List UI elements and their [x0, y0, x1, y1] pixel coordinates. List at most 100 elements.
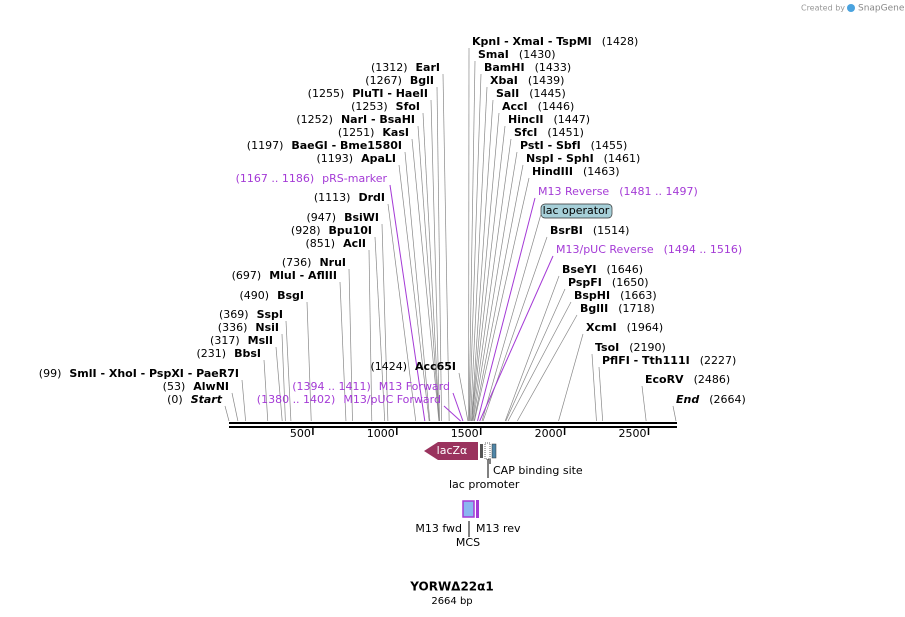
site-label: BamHI (1433): [484, 61, 571, 74]
leader: [241, 379, 246, 422]
site-position: (1252): [296, 113, 333, 126]
leader: [598, 366, 604, 422]
leader: [281, 333, 286, 422]
site-position: (1113): [314, 191, 351, 204]
site-position: (2664): [709, 393, 746, 406]
site-position: (1455): [591, 139, 628, 152]
site-name: M13 Reverse: [538, 185, 609, 198]
site-position: (1663): [620, 289, 657, 302]
site-position: (2190): [629, 341, 666, 354]
site-position: (1394 .. 1411): [292, 380, 371, 393]
site-name: BglI: [410, 74, 434, 87]
site-name: TsoI: [595, 341, 619, 354]
site-name: PluTI - HaeII: [352, 87, 428, 100]
site-position: (317): [210, 334, 240, 347]
site-label: (851) AclI: [306, 237, 367, 250]
site-name: KasI: [382, 126, 409, 139]
site-name: MluI - AflIII: [269, 269, 337, 282]
site-position: (851): [306, 237, 336, 250]
site-label: (736) NruI: [282, 256, 346, 269]
site-name: BbsI: [234, 347, 261, 360]
leader: [474, 177, 530, 422]
m13rev-box: [476, 500, 479, 518]
site-position: (2486): [694, 373, 731, 386]
site-label: BglII (1718): [580, 302, 655, 315]
tick-label: 2000: [535, 427, 563, 440]
tick-label: 1500: [451, 427, 479, 440]
site-label: SalI (1445): [496, 87, 566, 100]
site-label: PstI - SbfI (1455): [520, 139, 627, 152]
site-label: XcmI (1964): [586, 321, 663, 334]
site-label: (947) BsiWI: [306, 211, 379, 224]
site-name: PspFI: [568, 276, 602, 289]
site-position: (2227): [700, 354, 737, 367]
site-name: XbaI: [490, 74, 518, 87]
tick-label: 2500: [618, 427, 646, 440]
site-name: AclI: [343, 237, 366, 250]
site-label: (0) Start: [167, 393, 223, 406]
site-position: (1463): [583, 165, 620, 178]
site-position: (1253): [351, 100, 388, 113]
leader: [672, 405, 677, 422]
site-label: SmaI (1430): [478, 48, 555, 61]
leader: [507, 301, 572, 422]
site-label: (1267) BglI: [365, 74, 434, 87]
leader: [442, 73, 450, 422]
tick-label: 1000: [367, 427, 395, 440]
site-name: AlwNI: [193, 380, 229, 393]
leader: [591, 353, 597, 422]
site-name: SfcI: [514, 126, 537, 139]
site-name: NsiI: [255, 321, 279, 334]
leader: [505, 288, 566, 422]
site-label: EcoRV (2486): [645, 373, 730, 386]
site-label: (1380 .. 1402) M13/pUC Forward: [257, 393, 441, 406]
leader: [452, 392, 464, 422]
site-label: BsrBI (1514): [550, 224, 629, 237]
leader: [231, 392, 239, 422]
site-label: (369) SspI: [219, 308, 283, 321]
leader: [411, 138, 440, 422]
site-label: KpnI - XmaI - TspMI (1428): [472, 35, 638, 48]
site-position: (1461): [604, 152, 641, 165]
site-name: M13/pUC Reverse: [556, 243, 654, 256]
leader: [477, 197, 536, 422]
site-name: Start: [191, 393, 223, 406]
leader: [387, 203, 417, 422]
site-label: (1197) BaeGI - Bme1580I: [247, 139, 402, 152]
feature-box: [480, 444, 483, 458]
lac-operator-box: [540, 203, 613, 219]
leader: [470, 86, 488, 422]
site-label: (1394 .. 1411) M13 Forward: [292, 380, 450, 393]
leader: [504, 275, 560, 422]
site-position: (1514): [593, 224, 630, 237]
credit: Created by: [801, 4, 845, 13]
site-position: (1197): [247, 139, 284, 152]
site-name: EcoRV: [645, 373, 684, 386]
leader: [417, 125, 440, 422]
leader: [381, 223, 389, 422]
site-position: (1424): [370, 360, 407, 373]
site-label: (99) SmlI - XhoI - PspXI - PaeR7I: [39, 367, 239, 380]
site-name: BsrBI: [550, 224, 583, 237]
leader: [481, 213, 542, 422]
site-position: (1446): [538, 100, 575, 113]
leader: [348, 268, 353, 422]
site-position: (231): [197, 347, 227, 360]
site-name: KpnI - XmaI - TspMI: [472, 35, 592, 48]
site-name: HindIII: [532, 165, 573, 178]
site-label: TsoI (2190): [595, 341, 666, 354]
site-label: End (2664): [676, 393, 746, 406]
site-position: (1380 .. 1402): [257, 393, 336, 406]
m13rev-label: M13 rev: [476, 522, 521, 535]
leader: [368, 249, 373, 422]
site-position: (1251): [338, 126, 375, 139]
plasmid-length: 2664 bp: [431, 596, 472, 607]
lac-operator-label: lac operator: [543, 204, 610, 217]
leader: [339, 281, 347, 422]
site-name: BamHI: [484, 61, 525, 74]
leader: [516, 314, 578, 422]
tick-label: 500: [290, 427, 311, 440]
site-position: (697): [232, 269, 262, 282]
site-name: PflFI - Tth111I: [602, 354, 690, 367]
site-label: BseYI (1646): [562, 263, 643, 276]
